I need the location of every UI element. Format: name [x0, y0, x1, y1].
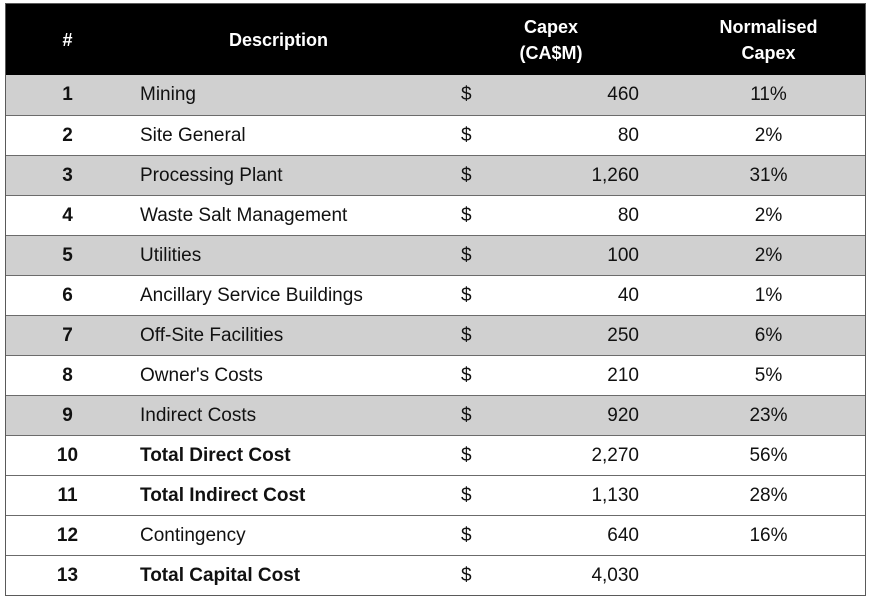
row-normalised-percent: 2% [754, 204, 783, 226]
row-currency-symbol: $ [461, 564, 472, 586]
table-header: # Description Capex (CA$M) Normalised Ca… [6, 4, 865, 75]
capex-table: # Description Capex (CA$M) Normalised Ca… [5, 3, 866, 596]
row-number: 2 [62, 124, 73, 146]
row-capex-amount: 460 [607, 84, 639, 105]
row-normalised-percent: 6% [754, 324, 783, 346]
table-row: 5 Utilities $100 2% [6, 235, 865, 275]
row-currency-symbol: $ [461, 524, 472, 546]
row-normalised-percent: 31% [749, 164, 788, 186]
row-description: Off-Site Facilities [140, 324, 284, 346]
table-row: 13 Total Capital Cost $4,030 [6, 555, 865, 595]
row-number: 6 [62, 284, 73, 306]
row-currency-symbol: $ [461, 324, 472, 346]
row-description: Total Indirect Cost [140, 484, 306, 506]
row-normalised-percent: 28% [749, 484, 788, 506]
table-row: 2 Site General $80 2% [6, 115, 865, 155]
row-description: Owner's Costs [140, 364, 263, 386]
row-description: Total Direct Cost [140, 444, 291, 466]
header-normalised-capex: Normalised Capex [676, 4, 861, 75]
row-capex-amount: 920 [607, 404, 639, 426]
row-number: 10 [56, 444, 79, 466]
row-number: 13 [56, 564, 79, 586]
row-capex-amount: 1,130 [591, 484, 639, 506]
header-number: # [62, 29, 73, 50]
row-normalised-percent [676, 556, 861, 595]
row-number: 9 [62, 404, 73, 426]
row-description: Ancillary Service Buildings [140, 284, 363, 306]
header-capex-line1: Capex [523, 16, 579, 37]
row-currency-symbol: $ [461, 164, 472, 186]
table-row: 6 Ancillary Service Buildings $40 1% [6, 275, 865, 315]
header-capex-line2: (CA$M) [519, 42, 583, 63]
row-normalised-percent: 11% [750, 84, 787, 105]
row-number: 12 [56, 524, 79, 546]
row-normalised-percent: 5% [754, 364, 783, 386]
row-normalised-percent: 56% [749, 444, 788, 466]
row-number: 3 [62, 164, 73, 186]
row-capex-amount: 1,260 [591, 164, 639, 186]
row-normalised-percent: 2% [754, 244, 783, 266]
row-currency-symbol: $ [461, 284, 472, 306]
header-norm-line2: Capex [741, 42, 796, 63]
row-number: 5 [62, 244, 73, 266]
row-currency-symbol: $ [461, 484, 472, 506]
row-description: Waste Salt Management [140, 204, 348, 226]
row-description: Mining [140, 84, 196, 105]
row-description: Site General [140, 124, 246, 146]
row-currency-symbol: $ [461, 84, 472, 105]
row-currency-symbol: $ [461, 124, 472, 146]
row-capex-amount: 2,270 [591, 444, 639, 466]
row-currency-symbol: $ [461, 404, 472, 426]
header-capex: Capex (CA$M) [476, 4, 626, 75]
table-body: 1 Mining $460 11% 2 Site General $80 2% 3 Process… [6, 75, 865, 595]
row-number: 11 [57, 484, 78, 506]
table-row: 11 Total Indirect Cost $1,130 28% [6, 475, 865, 515]
row-currency-symbol: $ [461, 444, 472, 466]
row-description: Utilities [140, 244, 202, 266]
row-capex-amount: 100 [607, 244, 639, 266]
row-number: 8 [62, 364, 73, 386]
row-capex-amount: 80 [617, 204, 639, 226]
table-row: 3 Processing Plant $1,260 31% [6, 155, 865, 195]
row-description: Total Capital Cost [140, 564, 301, 586]
row-capex-amount: 640 [607, 524, 639, 546]
header-description: Description [228, 29, 329, 50]
row-normalised-percent: 23% [749, 404, 788, 426]
row-description: Indirect Costs [140, 404, 257, 426]
row-number: 1 [62, 84, 73, 105]
row-currency-symbol: $ [461, 364, 472, 386]
row-currency-symbol: $ [461, 244, 472, 266]
table-row: 9 Indirect Costs $920 23% [6, 395, 865, 435]
table-row: 12 Contingency $640 16% [6, 515, 865, 555]
row-description: Processing Plant [140, 164, 283, 186]
table-row: 8 Owner's Costs $210 5% [6, 355, 865, 395]
table-row: 10 Total Direct Cost $2,270 56% [6, 435, 865, 475]
row-capex-amount: 40 [617, 284, 639, 306]
row-capex-amount: 80 [617, 124, 639, 146]
row-description: Contingency [140, 524, 246, 546]
row-capex-amount: 250 [607, 324, 639, 346]
header-norm-line1: Normalised [719, 16, 818, 37]
table-row: 4 Waste Salt Management $80 2% [6, 195, 865, 235]
table-row: 7 Off-Site Facilities $250 6% [6, 315, 865, 355]
row-normalised-percent: 16% [749, 524, 788, 546]
table-row: 1 Mining $460 11% [6, 75, 865, 115]
row-number: 4 [62, 204, 73, 226]
row-normalised-percent: 1% [754, 284, 783, 306]
row-currency-symbol: $ [461, 204, 472, 226]
row-normalised-percent: 2% [754, 124, 783, 146]
row-number: 7 [62, 324, 73, 346]
row-capex-amount: 4,030 [591, 564, 639, 586]
row-capex-amount: 210 [607, 364, 639, 386]
